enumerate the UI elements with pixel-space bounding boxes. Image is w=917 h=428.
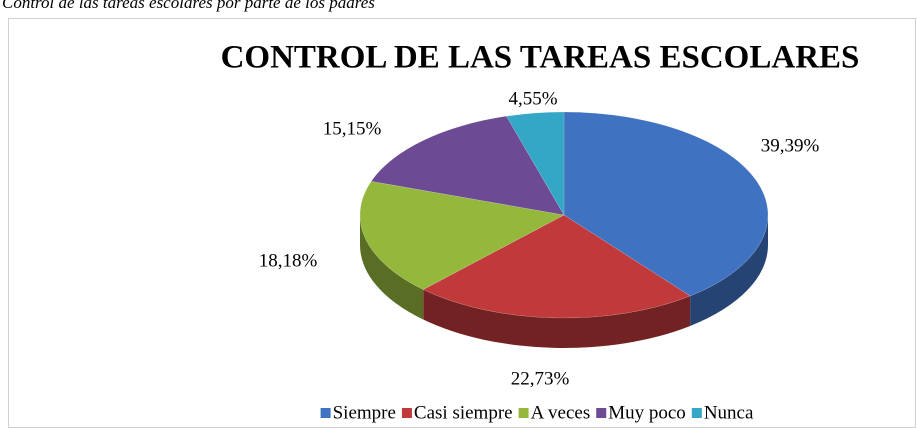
legend-swatch — [691, 408, 702, 418]
legend-label: Casi siempre — [414, 402, 513, 423]
data-label: 15,15% — [323, 118, 382, 139]
slice — [563, 111, 769, 297]
slice-side — [360, 215, 424, 320]
data-label: 39,39% — [761, 135, 820, 156]
legend-label: Nunca — [704, 402, 754, 423]
slice-side — [423, 289, 691, 348]
chart-title: CONTROL DE LAS TAREAS ESCOLARES — [221, 40, 860, 76]
legend-label: A veces — [531, 402, 591, 423]
slice-side — [690, 215, 768, 326]
legend-swatch — [401, 408, 412, 418]
slice — [359, 181, 565, 290]
slice — [370, 115, 565, 216]
legend-label: Muy poco — [608, 402, 686, 423]
legend-label: Siempre — [333, 402, 396, 423]
legend-swatch — [596, 408, 607, 418]
legend-swatch — [518, 408, 529, 418]
data-label: 18,18% — [259, 250, 318, 271]
slice — [422, 214, 691, 319]
legend-swatch — [320, 408, 331, 418]
data-label: 4,55% — [508, 88, 557, 109]
data-label: 22,73% — [511, 368, 570, 389]
caption: Control de las tareas escolares por part… — [2, 0, 375, 12]
slice — [506, 111, 565, 216]
